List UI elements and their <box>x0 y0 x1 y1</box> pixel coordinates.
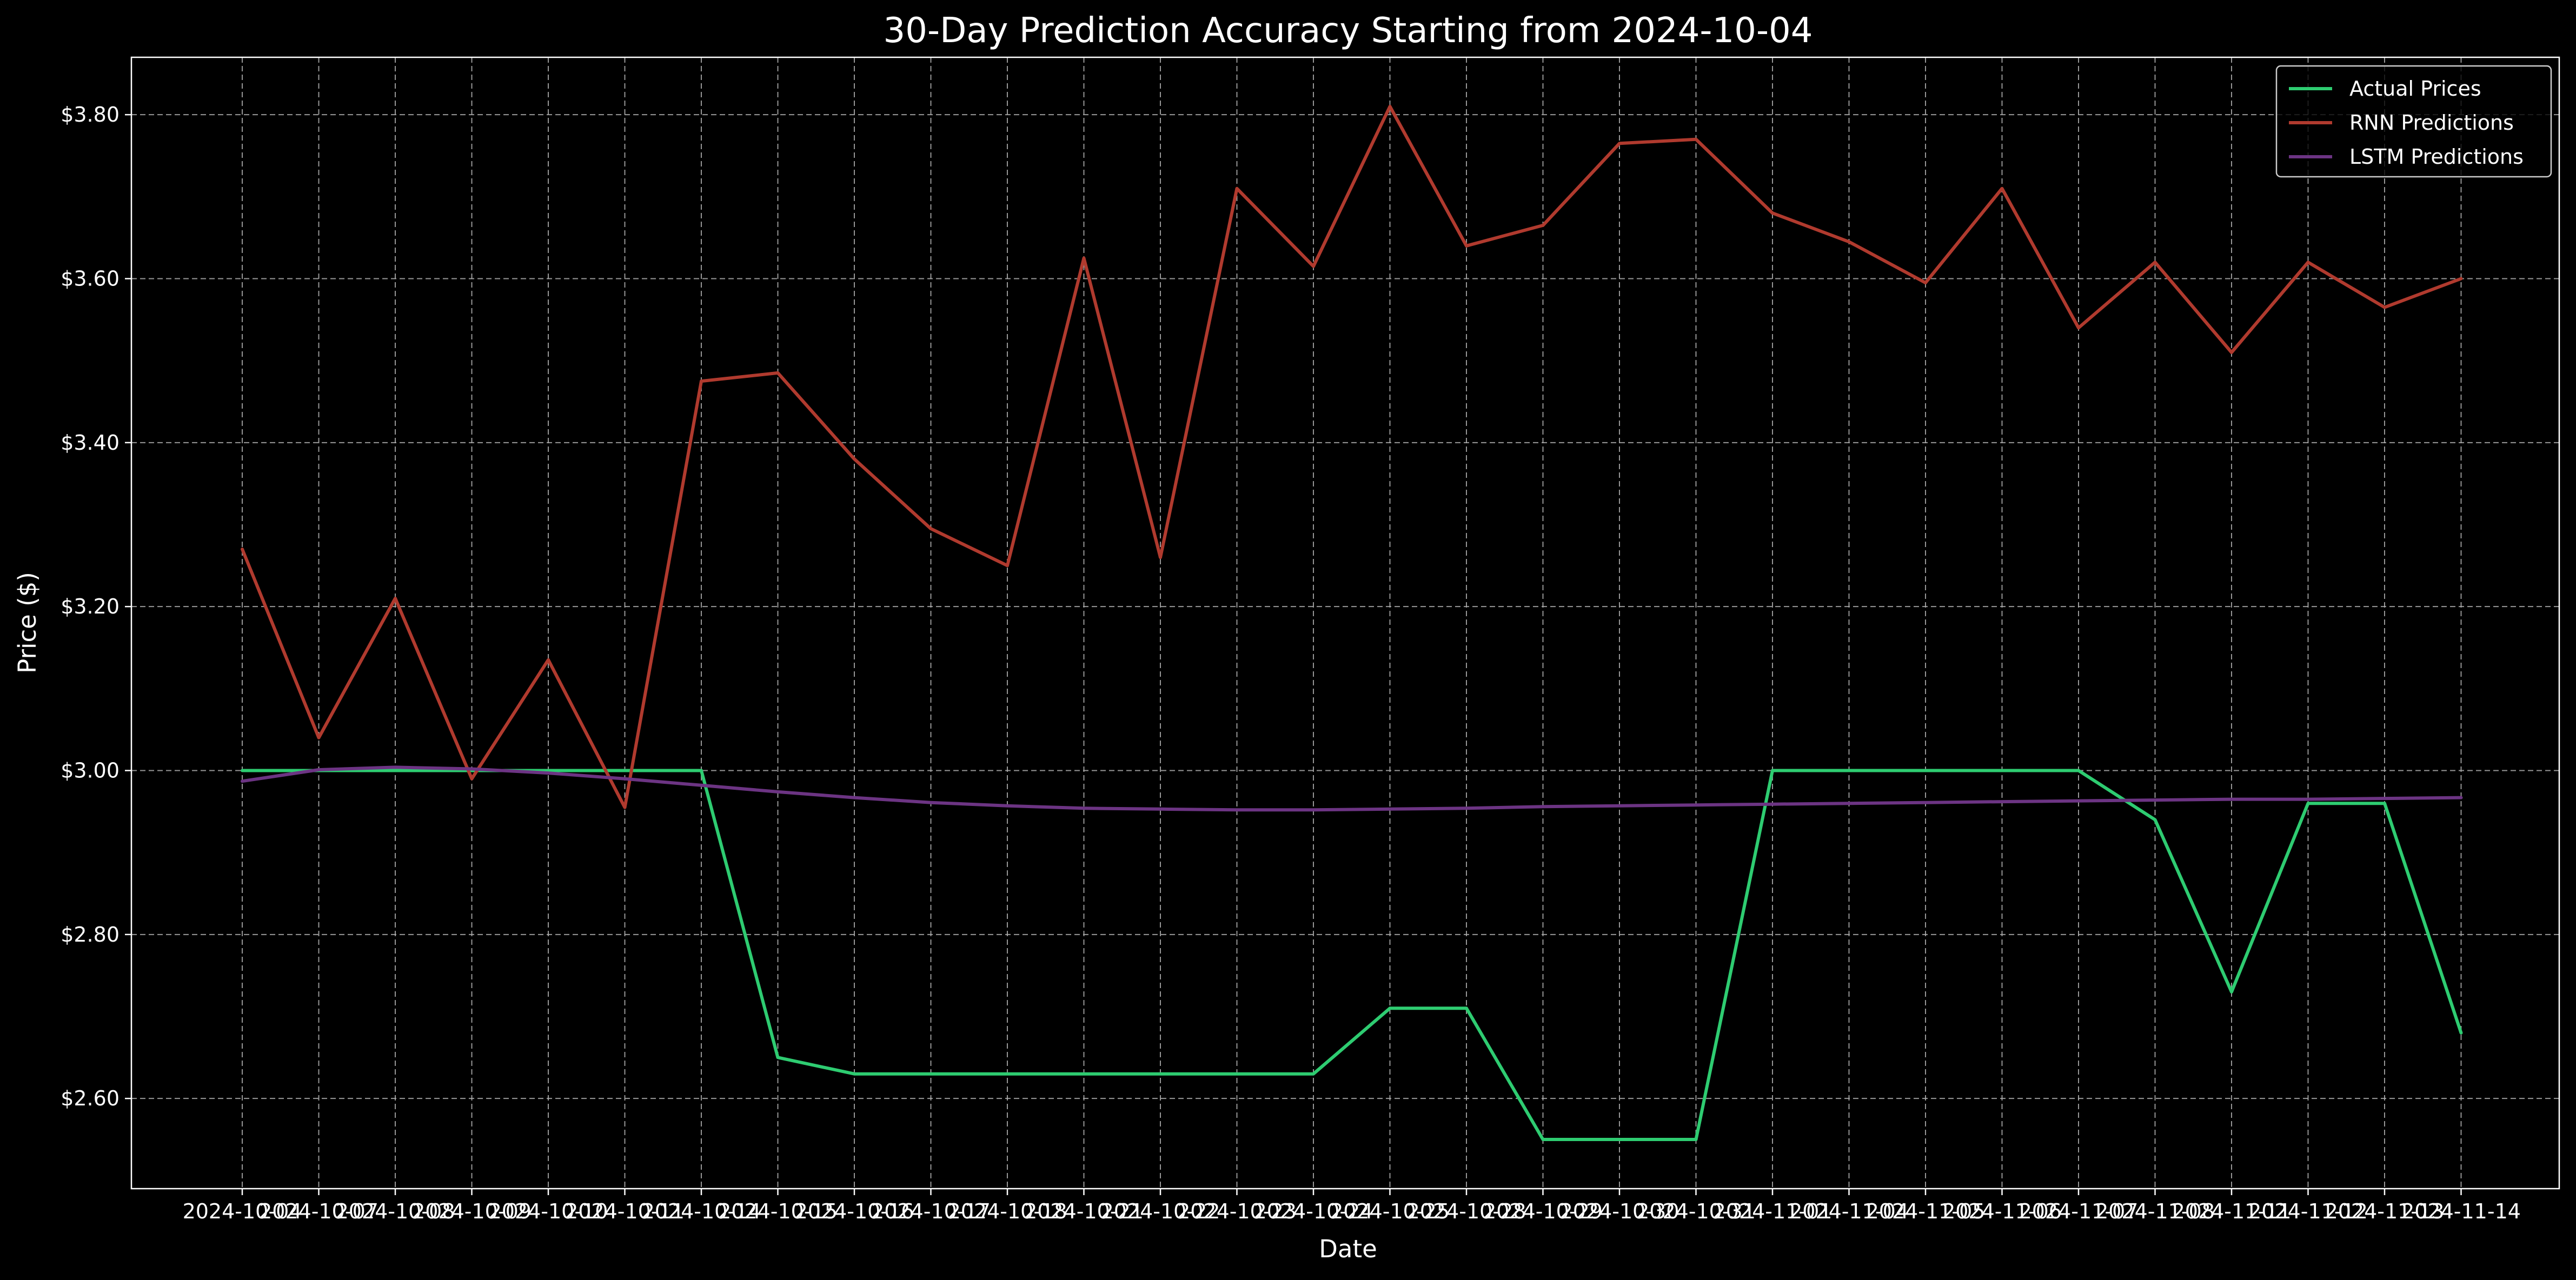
x-tick-label: 2024-10-09 <box>412 1199 532 1223</box>
series-line-rnn-predictions <box>241 105 2463 809</box>
x-tick-label: 2024-10-07 <box>259 1199 379 1223</box>
x-tick-label: 2024-10-14 <box>642 1199 761 1223</box>
legend-label-rnn-predictions: RNN Predictions <box>2349 111 2514 135</box>
x-tick-label: 2024-10-30 <box>1560 1199 1679 1223</box>
x-tick-label: 2024-10-29 <box>1483 1199 1603 1223</box>
x-tick-label: 2024-11-14 <box>2401 1199 2521 1223</box>
y-tick-label: $3.80 <box>61 103 119 126</box>
plot-frame <box>130 56 2560 1190</box>
y-tick-label: $3.20 <box>61 595 119 618</box>
x-tick-label: 2024-10-08 <box>336 1199 455 1223</box>
x-tick-label: 2024-10-17 <box>871 1199 991 1223</box>
x-tick-label: 2024-11-05 <box>1866 1199 1986 1223</box>
x-tick-label: 2024-11-01 <box>1713 1199 1833 1223</box>
x-tick-label: 2024-10-11 <box>565 1199 685 1223</box>
x-tick-label: 2024-11-07 <box>2019 1199 2139 1223</box>
x-tick-label: 2024-10-22 <box>1101 1199 1220 1223</box>
y-tick-label: $2.60 <box>61 1086 119 1110</box>
series-lines <box>241 105 2463 1141</box>
y-axis-label: Price ($) <box>13 572 42 674</box>
x-tick-label: 2024-11-11 <box>2172 1199 2292 1223</box>
legend-frame <box>2275 65 2552 178</box>
x-tick-label: 2024-11-04 <box>1789 1199 1909 1223</box>
y-tick-label: $2.80 <box>61 923 119 946</box>
legend-label-lstm-predictions: LSTM Predictions <box>2349 145 2524 169</box>
x-tick-label: 2024-10-10 <box>489 1199 608 1223</box>
grid <box>131 57 2559 1189</box>
series-line-actual-prices <box>241 769 2463 1141</box>
x-tick-label: 2024-10-25 <box>1330 1199 1450 1223</box>
x-tick-label: 2024-11-13 <box>2325 1199 2445 1223</box>
axis-ticks: 2024-10-042024-10-072024-10-082024-10-09… <box>61 103 2521 1223</box>
x-tick-label: 2024-10-21 <box>1024 1199 1144 1223</box>
x-tick-label: 2024-10-31 <box>1636 1199 1756 1223</box>
legend: Actual Prices RNN Predictions LSTM Predict… <box>2275 65 2552 178</box>
y-tick-label: $3.60 <box>61 267 119 291</box>
x-axis-label: Date <box>1319 1235 1377 1263</box>
x-tick-label: 2024-11-06 <box>1942 1199 2062 1223</box>
series-line-lstm-predictions <box>241 765 2463 812</box>
legend-label-actual-prices: Actual Prices <box>2349 77 2481 101</box>
y-tick-label: $3.00 <box>61 759 119 783</box>
x-tick-label: 2024-11-08 <box>2095 1199 2215 1223</box>
x-tick-label: 2024-10-23 <box>1177 1199 1297 1223</box>
y-tick-label: $3.40 <box>61 431 119 455</box>
x-tick-label: 2024-10-28 <box>1407 1199 1526 1223</box>
x-tick-label: 2024-10-04 <box>183 1199 302 1223</box>
x-tick-label: 2024-10-24 <box>1254 1199 1373 1223</box>
x-tick-label: 2024-10-18 <box>948 1199 1067 1223</box>
chart-title: 30-Day Prediction Accuracy Starting from… <box>884 11 1813 51</box>
x-tick-label: 2024-11-12 <box>2248 1199 2368 1223</box>
x-tick-label: 2024-10-15 <box>718 1199 838 1223</box>
x-tick-label: 2024-10-16 <box>795 1199 914 1223</box>
